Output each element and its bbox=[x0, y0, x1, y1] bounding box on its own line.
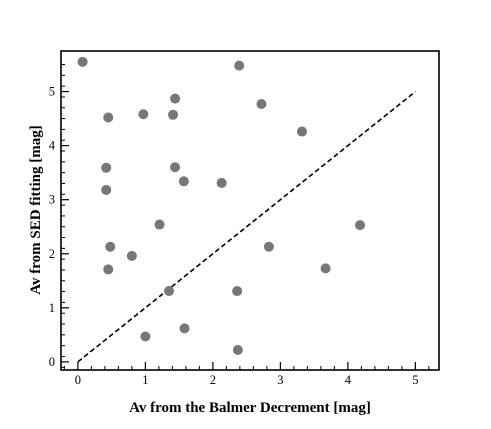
data-point bbox=[263, 241, 274, 252]
data-point bbox=[105, 241, 116, 252]
data-point bbox=[77, 56, 88, 67]
data-point bbox=[103, 264, 114, 275]
plot-frame bbox=[60, 50, 440, 371]
data-point bbox=[232, 286, 243, 297]
data-point bbox=[178, 176, 189, 187]
data-points bbox=[77, 56, 366, 355]
x-tick-label: 2 bbox=[210, 373, 216, 387]
y-tick-label: 5 bbox=[49, 85, 55, 99]
data-point bbox=[355, 220, 366, 231]
data-point bbox=[256, 98, 267, 109]
data-point bbox=[140, 331, 151, 342]
data-point bbox=[179, 323, 190, 334]
axis-tick-labels: 0 1 2 3 4 5 0 1 2 3 4 5 bbox=[49, 85, 419, 387]
x-tick-label: 1 bbox=[142, 373, 148, 387]
data-point bbox=[234, 60, 245, 71]
data-point bbox=[320, 263, 331, 274]
y-tick-label: 3 bbox=[49, 193, 55, 207]
data-point bbox=[296, 126, 307, 137]
data-point bbox=[168, 109, 179, 120]
y-tick-label: 2 bbox=[49, 247, 55, 261]
axis-ticks bbox=[61, 64, 430, 370]
y-tick-label: 1 bbox=[49, 301, 55, 315]
data-point bbox=[216, 177, 227, 188]
data-point bbox=[101, 162, 112, 173]
data-point bbox=[126, 250, 137, 261]
data-point bbox=[101, 184, 112, 195]
data-point bbox=[154, 219, 165, 230]
data-point bbox=[170, 93, 181, 104]
y-axis-title: Av from SED fitting [mag] bbox=[28, 125, 44, 294]
x-tick-label: 4 bbox=[345, 373, 352, 387]
one-to-one-reference-line bbox=[77, 90, 416, 363]
data-point bbox=[164, 286, 174, 297]
data-point bbox=[232, 344, 243, 355]
y-tick-label: 0 bbox=[49, 355, 55, 369]
x-tick-label: 3 bbox=[277, 373, 283, 387]
data-point bbox=[103, 112, 114, 123]
x-axis-title: Av from the Balmer Decrement [mag] bbox=[129, 400, 371, 416]
x-tick-label: 0 bbox=[75, 373, 81, 387]
data-point bbox=[170, 162, 181, 173]
x-tick-label: 5 bbox=[412, 373, 418, 387]
y-tick-label: 4 bbox=[49, 139, 56, 153]
data-point bbox=[138, 109, 149, 120]
